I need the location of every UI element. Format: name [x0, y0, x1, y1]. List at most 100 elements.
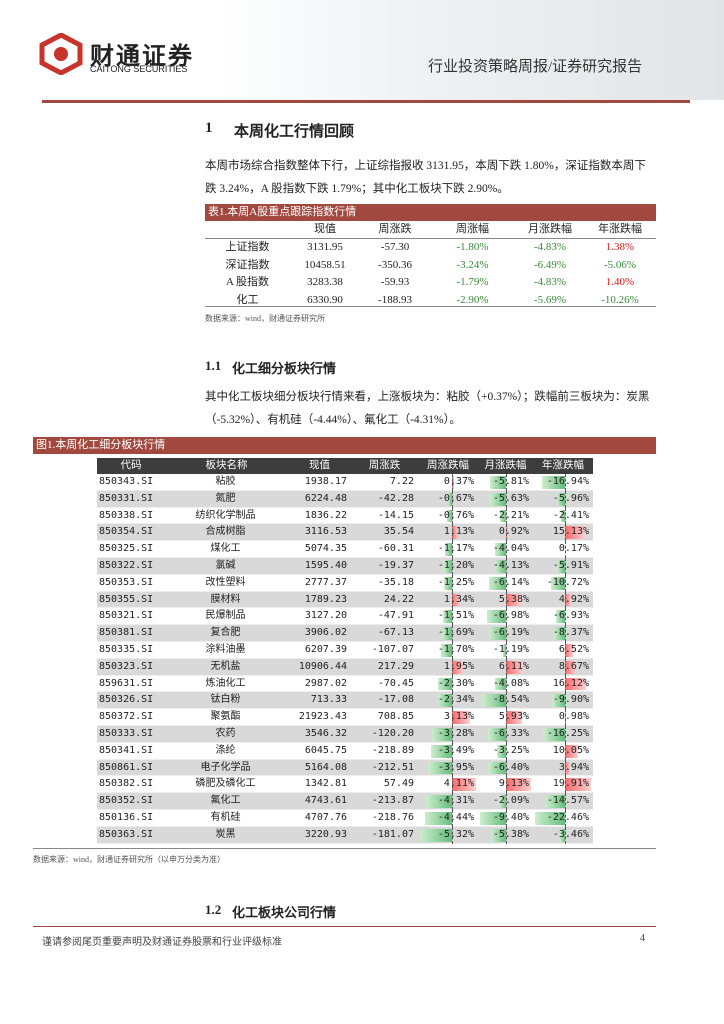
data-bar [496, 744, 506, 758]
cell: 6330.90 [307, 293, 343, 306]
cell: 850333.SI [99, 728, 154, 739]
cell: -3.25% [492, 744, 529, 756]
data-bar [420, 828, 452, 842]
axis-line [505, 541, 507, 558]
data-bar [482, 694, 506, 708]
cell: 21923.43 [298, 711, 347, 723]
cell: -5.69% [533, 293, 567, 306]
data-bar [490, 492, 506, 506]
data-bar [437, 694, 452, 708]
column-header: 现值 [314, 223, 336, 235]
cell: 涂料油墨 [205, 644, 246, 655]
data-bar [441, 644, 452, 657]
axis-line [505, 675, 507, 693]
data-bar [564, 761, 570, 775]
data-bar [491, 828, 506, 842]
cell: -70.45 [377, 677, 414, 689]
cell: 化工 [236, 293, 259, 306]
header-rule [205, 238, 656, 239]
cell: -0.76% [437, 509, 474, 521]
cell: -10.72% [546, 576, 589, 588]
row-bg [97, 675, 593, 693]
axis-line [451, 793, 453, 810]
cell: 钛白粉 [210, 694, 241, 706]
data-bar [545, 795, 565, 808]
cell: -67.13 [377, 627, 414, 639]
cell: 氮肥 [215, 492, 236, 504]
axis-line [451, 524, 453, 542]
axis-line [505, 826, 507, 844]
cell: -2.41% [552, 509, 589, 521]
axis-line [505, 591, 507, 609]
cell: -60.31 [377, 543, 414, 555]
header-rule [42, 100, 690, 103]
cell: 7.22 [389, 476, 414, 487]
row-bg [97, 642, 593, 659]
data-bar [425, 795, 452, 808]
axis-line [564, 507, 566, 525]
data-bar [489, 476, 506, 489]
disclaimer: 谨请参阅尾页重要声明及财通证券股票和行业评级标准 [42, 937, 282, 948]
cell: 10906.44 [298, 660, 347, 672]
cell: 3127.20 [304, 610, 347, 622]
cell: -3.46% [552, 828, 589, 840]
cell: -47.91 [377, 610, 414, 622]
data-bar [505, 778, 531, 792]
cell: -120.20 [371, 728, 414, 739]
row-bg [97, 793, 593, 810]
cell: -1.79% [456, 276, 489, 288]
figure-caption: 图1.本周化工细分板块行情 [33, 437, 656, 454]
data-bar [451, 778, 476, 792]
cell: 4.92% [558, 593, 589, 605]
axis-line [505, 793, 507, 810]
cell: -350.36 [378, 258, 412, 271]
row-bg [97, 726, 593, 743]
section-title: 本周化工行情回顾 [234, 124, 355, 140]
cell: 850363.SI [99, 828, 154, 840]
data-bar [488, 576, 506, 590]
data-bar [444, 543, 452, 556]
axis-line [564, 759, 566, 777]
cell: 850326.SI [99, 694, 154, 706]
cell: 氟化工 [210, 795, 241, 807]
axis-line [564, 793, 566, 810]
data-bar [437, 677, 452, 691]
axis-line [564, 658, 566, 676]
cell: 改性塑料 [205, 576, 246, 588]
cell: 1.40% [605, 276, 635, 288]
cell: -2.34% [437, 694, 474, 706]
cell: 850343.SI [99, 476, 154, 487]
axis-line [451, 776, 453, 794]
axis-line [451, 625, 453, 642]
cell: A 股指数 [225, 276, 270, 288]
cell: -212.51 [371, 761, 414, 773]
cell: -5.96% [552, 492, 589, 504]
data-bar [441, 627, 452, 640]
cell: -2.30% [437, 677, 474, 689]
cell: -107.07 [371, 644, 414, 655]
cell: 6045.75 [304, 744, 347, 756]
axis-line [451, 574, 453, 592]
data-bar [499, 509, 506, 523]
cell: 农药 [215, 728, 236, 739]
axis-line [564, 742, 566, 760]
row-bg [97, 591, 593, 609]
cell: -2.09% [492, 795, 529, 807]
cell: -1.19% [492, 644, 529, 655]
cell: 炼油化工 [205, 677, 246, 689]
data-bar [564, 778, 591, 792]
column-header: 月涨跌幅 [484, 460, 527, 471]
axis-line [505, 574, 507, 592]
axis-line [505, 558, 507, 575]
cell: -5.63% [492, 492, 529, 504]
cell: 1836.22 [304, 509, 347, 521]
cell: -5.91% [552, 560, 589, 571]
section-title: 化工细分板块行情 [232, 361, 337, 376]
cell: 合成树脂 [205, 526, 246, 538]
cell: -4.04% [492, 543, 529, 555]
row-bg [97, 474, 593, 491]
axis-line [451, 658, 453, 676]
cell: 1.38% [605, 241, 635, 253]
cell: 1342.81 [304, 778, 347, 790]
axis-line [564, 625, 566, 642]
